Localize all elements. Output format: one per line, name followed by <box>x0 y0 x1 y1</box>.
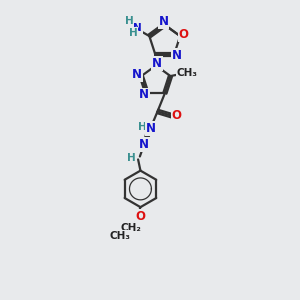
Text: H: H <box>125 16 134 26</box>
Text: O: O <box>179 28 189 41</box>
Text: H: H <box>138 122 147 132</box>
Text: H: H <box>129 28 137 38</box>
Text: N: N <box>158 15 169 28</box>
Text: CH₃: CH₃ <box>176 68 197 77</box>
Text: CH₃: CH₃ <box>109 231 130 241</box>
Text: O: O <box>172 109 182 122</box>
Text: N: N <box>172 49 182 62</box>
Text: N: N <box>139 138 149 151</box>
Text: O: O <box>135 210 146 223</box>
Text: N: N <box>139 88 149 101</box>
Text: N: N <box>133 23 142 33</box>
Text: N: N <box>152 57 162 70</box>
Text: CH₂: CH₂ <box>121 223 142 233</box>
Text: N: N <box>132 68 142 81</box>
Text: N: N <box>146 122 156 135</box>
Text: H: H <box>127 153 136 163</box>
